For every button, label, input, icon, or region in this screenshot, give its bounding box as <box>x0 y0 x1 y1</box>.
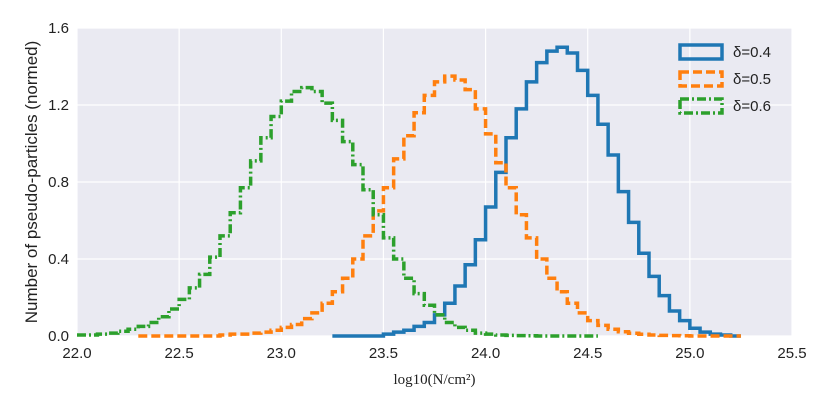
legend-label-2: δ=0.5 <box>733 71 771 88</box>
x-tick-label: 25.5 <box>777 345 806 362</box>
y-axis-title: Number of pseudo-particles (normed) <box>22 41 41 324</box>
x-tick-label: 22.5 <box>165 345 194 362</box>
y-tick-label: 0.0 <box>48 328 69 345</box>
series-line-3 <box>77 85 598 338</box>
x-tick-label: 24.0 <box>471 345 500 362</box>
x-tick-label: 23.5 <box>369 345 398 362</box>
legend-swatch-3 <box>678 97 724 115</box>
series-layer <box>77 45 741 338</box>
x-tick-label: 24.5 <box>573 345 602 362</box>
x-tick-labels: 22.0 22.5 23.0 23.5 24.0 24.5 25.0 25.5 <box>62 345 806 362</box>
legend-label-3: δ=0.6 <box>733 98 771 115</box>
series-line-1 <box>332 45 741 338</box>
legend-label-1: δ=0.4 <box>733 44 771 61</box>
x-tick-label: 22.0 <box>62 345 91 362</box>
x-tick-label: 23.0 <box>267 345 296 362</box>
y-tick-label: 1.6 <box>48 20 69 37</box>
legend-swatch-2 <box>678 70 724 88</box>
y-tick-labels: 0.0 0.4 0.8 1.2 1.6 <box>48 20 69 345</box>
y-tick-label: 1.2 <box>48 97 69 114</box>
y-tick-label: 0.8 <box>48 174 69 191</box>
legend-swatch-1 <box>678 43 724 61</box>
legend: δ=0.4 δ=0.5 δ=0.6 <box>678 43 771 115</box>
x-axis-title: log10(N/cm²) <box>394 372 476 388</box>
series-line-2 <box>138 74 741 338</box>
y-tick-label: 0.4 <box>48 251 69 268</box>
x-tick-label: 25.0 <box>675 345 704 362</box>
